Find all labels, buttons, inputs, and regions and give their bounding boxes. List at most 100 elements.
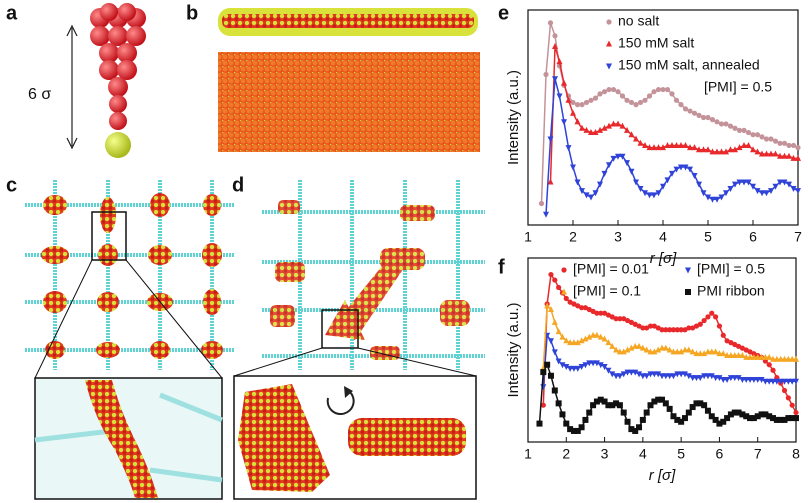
marker: [708, 413, 715, 420]
marker: [735, 409, 742, 416]
marker: [768, 150, 774, 157]
marker: [669, 141, 675, 148]
marker: [567, 365, 574, 372]
marker: [691, 110, 698, 116]
marker: [754, 148, 761, 155]
marker: [670, 373, 677, 380]
marker: [601, 398, 608, 405]
marker: [647, 402, 654, 409]
marker: [705, 114, 711, 121]
marker: [597, 91, 603, 97]
inset-ribbon: [348, 418, 466, 456]
marker: [616, 373, 623, 380]
marker: [766, 413, 773, 420]
marker: [582, 416, 589, 423]
marker: [624, 346, 631, 353]
marker: [640, 325, 646, 331]
marker: [682, 141, 689, 148]
marker: [613, 373, 620, 380]
marker: [592, 129, 599, 136]
marker: [772, 150, 779, 157]
inset-cluster: [85, 380, 158, 498]
marker: [632, 342, 639, 349]
marker: [696, 112, 702, 118]
marker: [540, 384, 547, 391]
marker: [670, 413, 677, 420]
marker: [727, 411, 734, 418]
marker: [659, 396, 665, 403]
molecule: [90, 3, 146, 130]
x-tick-label: 2: [569, 229, 577, 245]
marker: [610, 86, 617, 93]
marker: [588, 129, 594, 136]
marker: [556, 93, 563, 100]
marker: [696, 181, 702, 188]
marker: [673, 166, 680, 173]
marker: [642, 190, 648, 197]
marker: [548, 271, 554, 278]
marker: [659, 373, 665, 380]
marker: [701, 402, 708, 409]
marker: [770, 355, 777, 362]
marker: [563, 364, 570, 371]
marker: [570, 99, 576, 106]
marker: [662, 373, 669, 380]
marker: [712, 348, 719, 355]
marker: [777, 355, 784, 362]
marker: [555, 400, 562, 407]
marker: [705, 146, 711, 153]
marker: [754, 188, 761, 195]
marker: [639, 373, 646, 380]
marker: [574, 427, 581, 434]
marker: [597, 181, 603, 188]
marker: [579, 188, 585, 195]
marker: [647, 371, 654, 378]
marker: [723, 148, 729, 155]
marker: [590, 360, 597, 367]
marker: [601, 89, 608, 95]
x-tick-label: 7: [754, 446, 762, 462]
clusters: [270, 200, 470, 360]
scale-label: 6 σ: [28, 86, 51, 103]
marker: [750, 146, 756, 153]
marker: [670, 327, 677, 333]
marker: [597, 362, 604, 369]
marker: [724, 376, 731, 383]
marker: [682, 106, 689, 112]
marker: [687, 144, 693, 151]
marker: [547, 20, 554, 26]
marker: [547, 136, 554, 143]
marker: [708, 348, 715, 355]
inset-cluster: [238, 384, 330, 492]
marker: [570, 109, 576, 116]
marker: [736, 144, 743, 151]
marker: [763, 150, 770, 157]
marker: [609, 371, 616, 378]
marker: [720, 418, 727, 425]
marker: [619, 122, 626, 129]
marker: [613, 346, 620, 353]
marker: [689, 375, 696, 382]
marker: [578, 364, 585, 371]
marker: [747, 376, 754, 383]
marker: [747, 415, 754, 422]
marker: [552, 43, 558, 50]
marker: [724, 415, 731, 422]
marker: [674, 327, 680, 333]
marker: [762, 353, 769, 360]
marker: [720, 332, 726, 338]
marker: [540, 402, 546, 408]
marker: [705, 194, 711, 201]
marker: [682, 164, 689, 171]
marker: [552, 76, 558, 83]
marker: [570, 365, 577, 372]
marker: [790, 154, 797, 161]
marker: [736, 127, 743, 133]
y-axis-label: Intensity (a.u.): [505, 70, 522, 165]
marker: [716, 350, 723, 357]
marker: [574, 179, 581, 186]
marker: [660, 144, 666, 151]
marker: [727, 352, 734, 359]
marker: [701, 350, 708, 357]
